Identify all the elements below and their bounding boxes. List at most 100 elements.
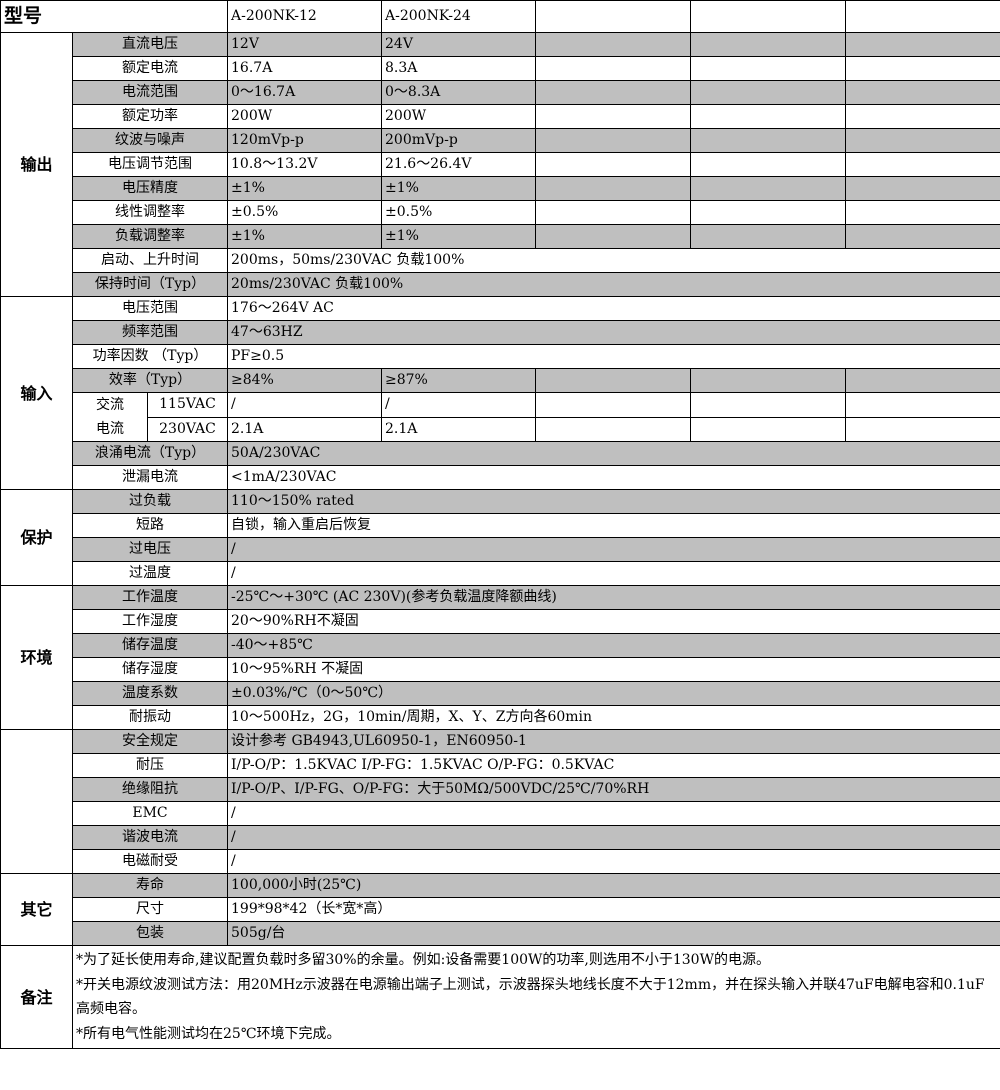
spec-value: 200W: [381, 104, 537, 129]
spec-value: 2.1A: [227, 416, 383, 442]
spec-value: [690, 176, 847, 201]
spec-label: 电压精度: [71, 176, 229, 201]
spec-label: 电压调节范围: [71, 152, 229, 177]
spec-value: [845, 128, 1000, 153]
spec-value: [690, 128, 847, 153]
spec-row: 负载调整率 ±1% ±1%: [1, 224, 1000, 249]
model-name: [690, 0, 847, 33]
spec-label: 频率范围: [71, 320, 229, 345]
spec-value: [845, 152, 1000, 177]
spec-row: 输入 电压范围 176～264V AC: [0, 296, 1000, 490]
spec-value: [535, 104, 692, 129]
spec-row: 短路 自锁，输入重启后恢复: [1, 513, 1000, 538]
spec-value: -25℃～+30℃ (AC 230V)(参考负载温度降额曲线): [227, 585, 1000, 610]
spec-value: 20～90%RH不凝固: [227, 609, 1000, 634]
spec-row: 包装 505g/台: [1, 921, 1000, 946]
note-line: *为了延长使用寿命,建议配置负载时多留30%的余量。例如:设备需要100W的功率…: [76, 952, 770, 968]
model-title: 型号: [0, 0, 229, 33]
spec-value: [845, 32, 1000, 57]
spec-row: 功率因数 （Typ） PF≥0.5: [1, 344, 1000, 369]
spec-value: [690, 152, 847, 177]
spec-row: 电压调节范围 10.8～13.2V 21.6～26.4V: [1, 152, 1000, 177]
spec-row: 电磁耐受 /: [1, 849, 1000, 874]
spec-value: ±0.03%/℃（0～50℃）: [227, 681, 1000, 706]
spec-row: 环境 工作温度 -25℃～+30℃ (AC 230V)(参考负载温度降额曲线): [0, 585, 1000, 730]
spec-value: [535, 56, 692, 81]
spec-value: [690, 80, 847, 105]
spec-value: [535, 416, 692, 442]
spec-row: 浪涌电流（Typ） 50A/230VAC: [1, 441, 1000, 466]
spec-value: 505g/台: [227, 921, 1000, 946]
spec-value: PF≥0.5: [227, 344, 1000, 369]
spec-value: /: [227, 825, 1000, 850]
spec-label: 储存湿度: [71, 657, 229, 682]
spec-label: 耐振动: [71, 705, 229, 730]
spec-label: 功率因数 （Typ）: [71, 344, 229, 369]
spec-row: 效率（Typ） ≥84% ≥87%: [1, 368, 1000, 393]
spec-value: [845, 368, 1000, 393]
spec-row: 额定电流 16.7A 8.3A: [1, 56, 1000, 81]
spec-value: ±1%: [381, 176, 537, 201]
spec-value: 21.6～26.4V: [381, 152, 537, 177]
spec-row: 电流范围 0～16.7A 0～8.3A: [1, 80, 1000, 105]
spec-value: 200ms，50ms/230VAC 负载100%: [227, 248, 1000, 273]
spec-label: 浪涌电流（Typ）: [71, 441, 229, 466]
spec-row: 储存温度 -40～+85℃: [1, 633, 1000, 658]
spec-label: 尺寸: [71, 897, 229, 922]
spec-value: [690, 56, 847, 81]
note-line: *开关电源纹波测试方法：用20MHz示波器在电源输出端子上测试，示波器探头地线长…: [76, 976, 985, 1018]
spec-label: 安全规定: [71, 729, 229, 754]
spec-label: 短路: [71, 513, 229, 538]
spec-label: 工作湿度: [71, 609, 229, 634]
model-name: A-200NK-24: [381, 0, 537, 33]
spec-value: 10.8～13.2V: [227, 152, 383, 177]
spec-label: 负载调整率: [71, 224, 229, 249]
spec-label: 工作温度: [71, 585, 229, 610]
spec-value: /: [381, 392, 537, 418]
spec-value: 10～500Hz，2G，10min/周期，X、Y、Z方向各60min: [227, 705, 1000, 730]
section-category: 输入: [0, 296, 73, 490]
spec-row: EMC /: [1, 801, 1000, 826]
spec-value: 10～95%RH 不凝固: [227, 657, 1000, 682]
spec-value: /: [227, 392, 383, 418]
spec-value: 200mVp-p: [381, 128, 537, 153]
spec-value: 20ms/230VAC 负载100%: [227, 272, 1000, 297]
spec-label: 纹波与噪声: [71, 128, 229, 153]
spec-value: 100,000小时(25℃): [227, 873, 1000, 898]
spec-row: 储存湿度 10～95%RH 不凝固: [1, 657, 1000, 682]
spec-label: 额定功率: [71, 104, 229, 129]
spec-value: 2.1A: [381, 416, 537, 442]
spec-row: 其它 寿命 100,000小时(25℃): [0, 873, 1000, 946]
spec-row: 绝缘阻抗 I/P-O/P、I/P-FG、O/P-FG：大于50MΩ/500VDC/…: [1, 777, 1000, 802]
spec-value: 120mVp-p: [227, 128, 383, 153]
spec-label: 交流 电流: [72, 392, 148, 442]
spec-label: 耐压: [71, 753, 229, 778]
notes-category: 备注: [0, 945, 73, 1049]
spec-row: 工作湿度 20～90%RH不凝固: [1, 609, 1000, 634]
spec-row: 保持时间（Typ） 20ms/230VAC 负载100%: [1, 272, 1000, 297]
spec-value: ≥84%: [227, 368, 383, 393]
spec-label: 启动、上升时间: [71, 248, 229, 273]
spec-value: 24V: [381, 32, 537, 57]
spec-row: 泄漏电流 <1mA/230VAC: [1, 465, 1000, 490]
spec-table-body: 型号 A-200NK-12 A-200NK-24 输出 直流电压 12V 24V 额定电…: [0, 0, 1000, 1049]
spec-row: 启动、上升时间 200ms，50ms/230VAC 负载100%: [1, 248, 1000, 273]
spec-table: 型号 A-200NK-12 A-200NK-24 输出 直流电压 12V 24V 额定电…: [0, 0, 1000, 1049]
spec-label: EMC: [71, 801, 229, 826]
spec-row: 安全规定 设计参考 GB4943,UL60950-1，EN60950-1: [0, 729, 1000, 874]
spec-value: <1mA/230VAC: [227, 465, 1000, 490]
spec-label: 过负载: [71, 489, 229, 514]
spec-label: 储存温度: [71, 633, 229, 658]
spec-sublabel: 115VAC: [146, 392, 229, 418]
spec-value: I/P-O/P：1.5KVAC I/P-FG：1.5KVAC O/P-FG：0.…: [227, 753, 1000, 778]
spec-value: 12V: [227, 32, 383, 57]
spec-value: [690, 416, 847, 442]
spec-row: 过电压 /: [1, 537, 1000, 562]
spec-value: 设计参考 GB4943,UL60950-1，EN60950-1: [227, 729, 1000, 754]
spec-row: 耐振动 10～500Hz，2G，10min/周期，X、Y、Z方向各60min: [1, 705, 1000, 730]
spec-label: 绝缘阻抗: [71, 777, 229, 802]
spec-value: 200W: [227, 104, 383, 129]
spec-row: 耐压 I/P-O/P：1.5KVAC I/P-FG：1.5KVAC O/P-FG：…: [1, 753, 1000, 778]
spec-label: 过温度: [71, 561, 229, 586]
spec-row: 频率范围 47～63HZ: [1, 320, 1000, 345]
